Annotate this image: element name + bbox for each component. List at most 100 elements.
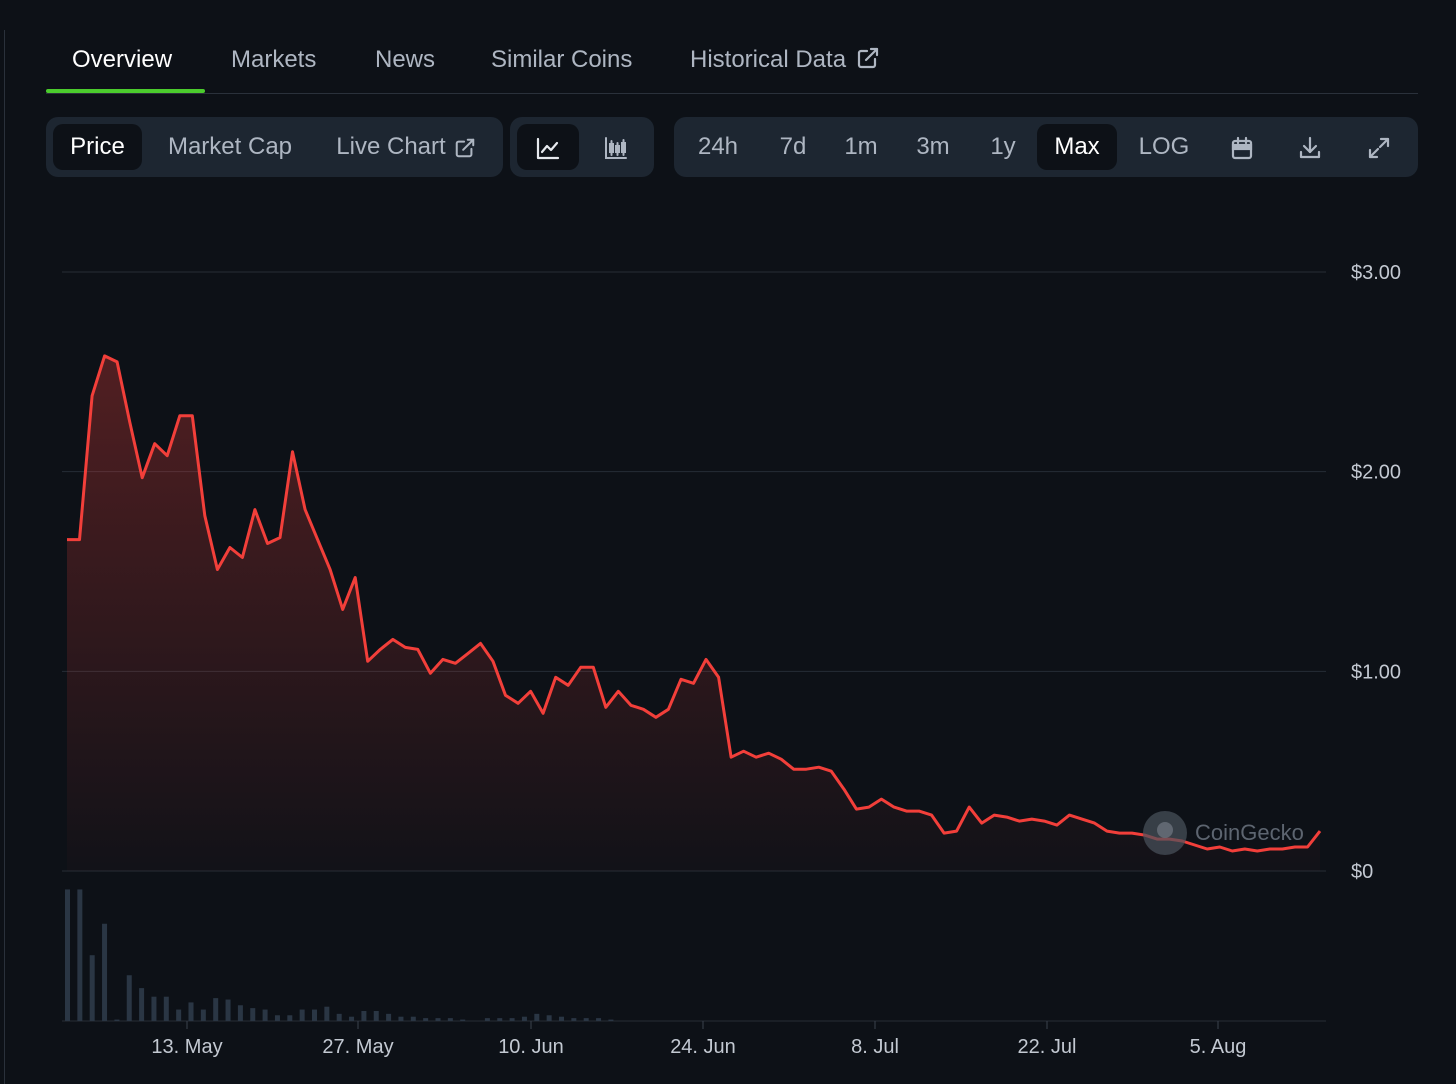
price-area	[67, 355, 1320, 871]
volume-bar	[509, 1018, 515, 1021]
tab-overview[interactable]: Overview	[72, 46, 173, 73]
volume-bar	[89, 955, 95, 1021]
y-axis-labels: $0 $1.00 $2.00 $3.00	[1351, 262, 1401, 883]
volume-bar	[596, 1018, 602, 1021]
volume-bar	[237, 1005, 243, 1021]
volume-bar	[608, 1019, 614, 1021]
volume-bar	[521, 1016, 527, 1021]
volume-bar	[250, 1008, 256, 1021]
volume-bar	[65, 889, 70, 1021]
volume-bar	[349, 1016, 355, 1021]
price-button[interactable]: Price	[53, 124, 142, 170]
volume-bar	[163, 996, 169, 1021]
volume-bar	[176, 1009, 182, 1021]
volume-bar	[262, 1009, 268, 1021]
range-24h-button[interactable]: 24h	[697, 133, 739, 160]
volume-bar	[102, 923, 108, 1021]
line-chart-icon	[536, 137, 560, 159]
x-tick-label: 8. Jul	[851, 1036, 899, 1058]
volume-bar	[583, 1018, 589, 1021]
range-1m-button[interactable]: 1m	[844, 133, 878, 160]
download-icon	[1299, 136, 1321, 158]
volume-bar	[324, 1006, 330, 1021]
x-tick-label: 5. Aug	[1190, 1036, 1247, 1058]
volume-bar	[447, 1018, 453, 1021]
view-mode-group	[510, 117, 654, 177]
candlestick-chart-icon	[605, 136, 627, 159]
range-3m-button[interactable]: 3m	[916, 133, 950, 160]
live-chart-button[interactable]: Live Chart	[322, 124, 490, 170]
volume-bar	[546, 1015, 552, 1021]
volume-bar	[77, 889, 83, 1021]
volume-bar	[299, 1009, 305, 1021]
candlestick-chart-button[interactable]	[585, 124, 647, 170]
market-cap-button[interactable]: Market Cap	[167, 133, 293, 160]
x-axis-labels: 13. May 27. May 10. Jun 24. Jun 8. Jul 22. Ju…	[151, 1021, 1246, 1058]
tab-news[interactable]: News	[375, 46, 436, 73]
volume-bar	[410, 1016, 416, 1021]
volume-bars	[65, 889, 614, 1021]
calendar-button[interactable]	[1214, 124, 1270, 170]
coingecko-logo-eye	[1157, 822, 1173, 838]
x-tick-label: 13. May	[151, 1036, 222, 1058]
volume-bar	[497, 1018, 503, 1021]
volume-bar	[312, 1009, 317, 1021]
tab-historical-data-label: Historical Data	[690, 46, 847, 73]
volume-bar	[274, 1015, 280, 1021]
fullscreen-button[interactable]	[1351, 124, 1407, 170]
price-line	[67, 354, 1322, 853]
volume-bar	[114, 1019, 120, 1021]
volume-bar	[435, 1018, 441, 1021]
volume-bar	[559, 1016, 564, 1021]
y-tick-label: $3.00	[1351, 262, 1401, 284]
download-button[interactable]	[1282, 124, 1338, 170]
line-chart-button[interactable]	[517, 124, 579, 170]
x-tick-label: 10. Jun	[498, 1036, 564, 1058]
time-range-group: 24h 7d 1m 3m 1y Max LOG	[674, 117, 1418, 177]
live-chart-label: Live Chart	[336, 133, 446, 160]
top-tabs: Overview Markets News Similar Coins Hist…	[46, 36, 1418, 94]
volume-bar	[361, 1010, 367, 1021]
x-tick-label: 27. May	[322, 1036, 393, 1058]
watermark-text: CoinGecko	[1195, 820, 1304, 845]
range-7d-button[interactable]: 7d	[779, 133, 807, 160]
volume-bar	[139, 988, 145, 1021]
volume-bar	[484, 1018, 490, 1021]
y-tick-label: $2.00	[1351, 462, 1401, 484]
volume-bar	[460, 1019, 466, 1021]
active-tab-indicator	[46, 89, 205, 93]
volume-bar	[534, 1013, 540, 1021]
log-scale-button[interactable]: LOG	[1138, 133, 1190, 160]
price-line-layer	[67, 354, 1322, 853]
range-1y-button[interactable]: 1y	[990, 133, 1016, 160]
volume-bar	[398, 1016, 404, 1021]
x-tick-label: 24. Jun	[670, 1036, 736, 1058]
volume-bar	[287, 1015, 293, 1021]
tab-similar-coins[interactable]: Similar Coins	[491, 46, 633, 73]
coingecko-watermark: CoinGecko	[1143, 811, 1304, 855]
x-tick-label: 22. Jul	[1018, 1036, 1077, 1058]
price-area-fill	[67, 355, 1320, 871]
external-link-icon	[857, 47, 879, 69]
tab-markets[interactable]: Markets	[231, 46, 317, 73]
volume-bar	[423, 1018, 429, 1021]
volume-bar	[188, 1002, 194, 1021]
left-border	[4, 30, 5, 1084]
y-tick-label: $0	[1351, 861, 1373, 883]
external-link-icon	[455, 138, 474, 157]
fullscreen-icon	[1368, 137, 1390, 158]
volume-bar	[386, 1013, 392, 1021]
volume-bar	[126, 975, 132, 1021]
volume-bar	[151, 996, 157, 1021]
calendar-icon	[1231, 136, 1253, 159]
tab-historical-data[interactable]: Historical Data	[690, 46, 880, 74]
volume-bar	[225, 999, 231, 1021]
volume-bar	[200, 1009, 206, 1021]
volume-bar	[213, 998, 219, 1021]
chart-type-group: Price Market Cap Live Chart	[46, 117, 503, 177]
volume-bar	[571, 1018, 577, 1021]
volume-bar	[373, 1010, 379, 1021]
y-tick-label: $1.00	[1351, 661, 1401, 683]
range-max-button[interactable]: Max	[1037, 124, 1117, 170]
